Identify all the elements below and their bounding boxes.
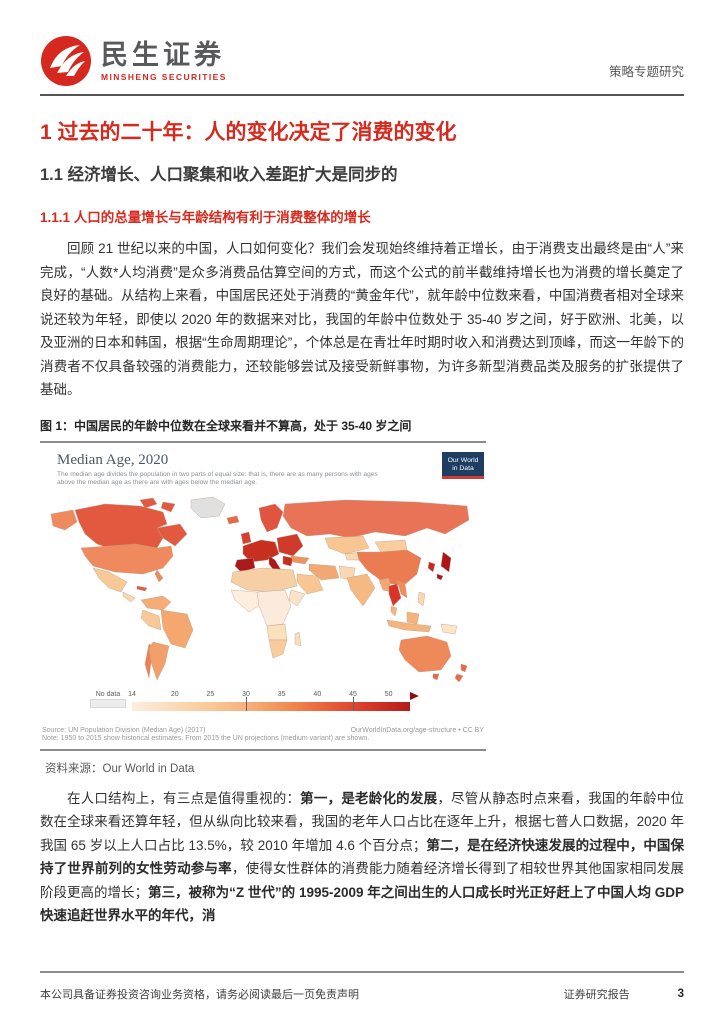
legend-tickmark	[352, 696, 354, 711]
region-tasmania	[432, 673, 440, 680]
region-alaska	[50, 509, 78, 530]
page-header: 民生证券 MINSHENG SECURITIES 策略专题研究	[40, 28, 684, 96]
brand-text: 民生证券 MINSHENG SECURITIES	[101, 40, 227, 82]
region-india	[346, 573, 376, 606]
region-canada-island	[139, 497, 158, 508]
region-madagascar	[294, 631, 302, 646]
paragraph-2: 在人口结构上，有三点是值得重视的：第一，是老龄化的发展，尽管从静态时点来看，我国…	[40, 790, 685, 924]
chart-note: Note: 1950 to 2015 show historical estim…	[42, 734, 370, 742]
region-greenland	[190, 496, 226, 518]
region-canada-island	[160, 501, 176, 512]
region-borneo	[406, 611, 420, 624]
chart-source-right: OurWorldInData.org/age-structure • CC BY	[350, 726, 484, 734]
region-new-zealand-south	[454, 673, 464, 682]
region-canada-east	[156, 523, 188, 546]
no-data-swatch	[90, 698, 126, 708]
region-uk-ireland	[240, 531, 252, 544]
region-philippines	[417, 591, 426, 606]
chart-subtitle: The median age divides the population in…	[57, 470, 378, 487]
region-middle-east	[296, 573, 324, 594]
page-content: 1 过去的二十年：人的变化决定了消费的变化 1.1 经济增长、人口聚集和收入差距…	[40, 98, 684, 928]
our-world-in-data-logo: Our World in Data	[442, 451, 484, 479]
region-south-africa	[268, 639, 288, 658]
chart-title: Median Age, 2020	[57, 451, 169, 468]
legend-gradient-bar	[132, 701, 410, 711]
legend-no-data: No data	[88, 691, 128, 708]
region-central-africa	[256, 589, 292, 626]
region-usa	[80, 543, 174, 574]
paragraph-1: 回顾 21 世纪以来的中国，人口如何变化？我们会发现始终维持着正增长，由于消费支…	[40, 241, 684, 397]
region-cuba	[136, 585, 148, 591]
logo-line2: in Data	[452, 465, 474, 472]
region-russia	[282, 499, 470, 538]
subsection-title: 1.1 经济增长、人口聚集和收入差距扩大是同步的	[40, 166, 398, 184]
brand-name-cn: 民生证券	[101, 40, 225, 70]
figure-source-label: 资料来源：Our World in Data	[45, 762, 195, 775]
region-west-africa	[230, 589, 262, 612]
subsubsection-title: 1.1.1 人口的总量增长与年龄结构有利于消费整体的增长	[40, 210, 371, 225]
region-eastern-europe	[276, 533, 304, 556]
footer-doc-label: 证券研究报告	[563, 989, 630, 1001]
region-malay-peninsula	[390, 605, 398, 616]
region-horn-of-africa	[288, 589, 306, 606]
section-title: 1 过去的二十年：人的变化决定了消费的变化	[40, 121, 457, 144]
footer-right: 证券研究报告 3	[564, 986, 684, 1002]
report-category-label: 策略专题研究	[608, 65, 684, 79]
region-mexico	[92, 567, 128, 592]
no-data-label: No data	[95, 690, 121, 698]
page-footer: 本公司具备证券投资咨询业务资格，请务必阅读最后一页免责声明 证券研究报告 3	[40, 971, 684, 1002]
region-south-korea	[427, 561, 436, 572]
footer-disclaimer: 本公司具备证券投资咨询业务资格，请务必阅读最后一页免责声明	[40, 989, 359, 1001]
legend-tickmark	[246, 696, 248, 711]
region-florida	[154, 569, 164, 582]
region-peru-bolivia	[140, 609, 162, 630]
region-japan	[440, 551, 452, 572]
figure-1: 图 1：中国居民的年龄中位数在全球来看并不算高，处于 35-40 岁之间 Med…	[40, 415, 486, 776]
region-papua-new-guinea	[440, 623, 458, 634]
region-china	[356, 549, 422, 586]
region-turkey	[290, 555, 310, 564]
brand-name-en: MINSHENG SECURITIES	[101, 72, 227, 82]
region-brazil	[160, 609, 194, 648]
region-scandinavia	[258, 503, 284, 532]
brand: 民生证券 MINSHENG SECURITIES	[40, 28, 227, 94]
page-number: 3	[677, 988, 684, 1000]
region-argentina	[148, 641, 170, 680]
chart-sources: Source: UN Population Division (Median A…	[42, 727, 484, 734]
figure-bottom-rule	[40, 748, 486, 751]
region-kazakhstan	[324, 535, 370, 554]
region-indonesia	[386, 619, 432, 632]
owid-title-block: Median Age, 2020 The median age divides …	[57, 452, 397, 488]
region-southern-africa	[266, 623, 288, 640]
region-vietnam	[396, 579, 408, 598]
owid-chart: Median Age, 2020 The median age divides …	[40, 443, 486, 742]
chart-source-left: Source: UN Population Division (Median A…	[42, 726, 206, 734]
legend-tick-labels: 14 20 25 30 35 40 45 50	[128, 690, 393, 698]
region-balkans	[282, 555, 294, 566]
minsheng-logo-icon	[41, 36, 91, 86]
legend-arrow	[410, 691, 419, 700]
region-australia	[398, 635, 452, 672]
map-legend: No data 14 20 25 30 35 40 45 50	[42, 691, 484, 717]
region-thailand	[388, 583, 402, 606]
region-colombia-venezuela	[140, 595, 172, 610]
legend-colorbar: 14 20 25 30 35 40 45 50	[128, 690, 419, 715]
owid-chart-header: Median Age, 2020 The median age divides …	[42, 451, 484, 488]
region-canada	[74, 503, 168, 550]
world-map	[45, 494, 484, 690]
region-central-america	[122, 591, 136, 602]
region-new-zealand-north	[460, 663, 468, 672]
region-iceland	[226, 515, 240, 524]
region-north-africa	[230, 567, 298, 592]
logo-line1: Our World	[447, 456, 479, 464]
figure-caption: 图 1：中国居民的年龄中位数在全球来看并不算高，处于 35-40 岁之间	[40, 415, 486, 443]
region-japan-south	[436, 573, 444, 580]
